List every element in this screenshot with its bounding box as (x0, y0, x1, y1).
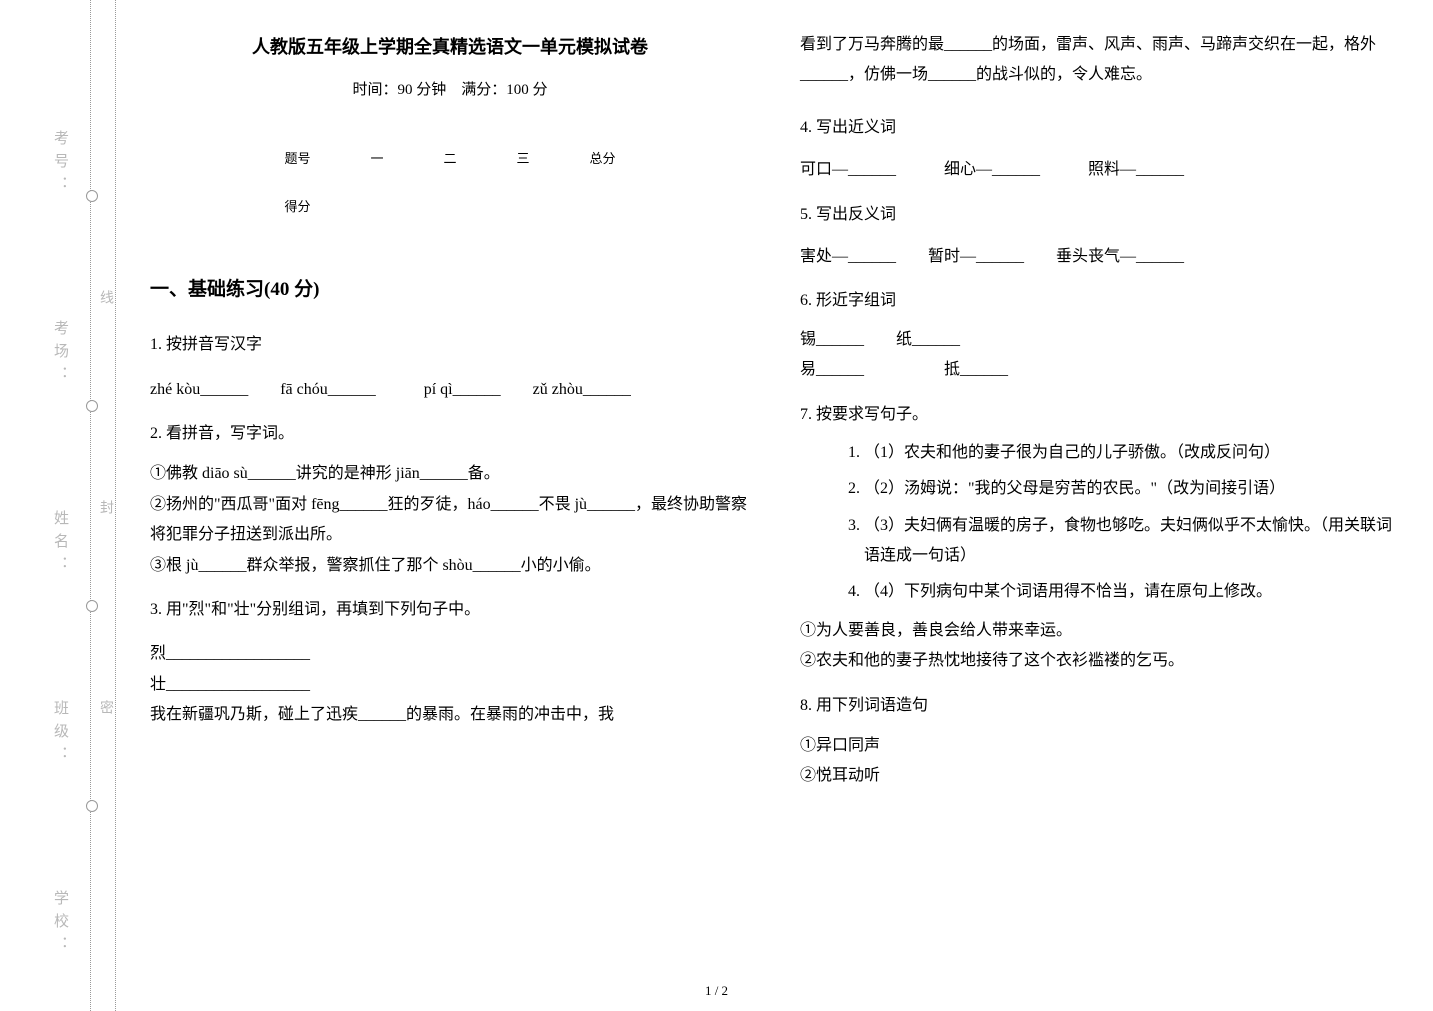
question-text: zhé kòu______ fā chóu______ pí qì______ … (150, 375, 750, 405)
question-text: ①异口同声 (800, 731, 1400, 761)
question-text: 锡______ 纸______ (800, 325, 1400, 355)
list-item: （2）汤姆说："我的父母是穷苦的农民。"（改为间接引语） (864, 474, 1400, 504)
score-label: 得分 (254, 183, 340, 232)
question-label: 6. 形近字组词 (800, 286, 1400, 316)
question-text: 我在新疆巩乃斯，碰上了迅疾______的暴雨。在暴雨的冲击中，我 (150, 700, 750, 730)
question-text: 壮__________________ (150, 670, 750, 700)
question-label: 5. 写出反义词 (800, 200, 1400, 230)
dotted-line-inner (115, 0, 116, 1011)
list-item: （3）夫妇俩有温暖的房子，食物也够吃。夫妇俩似乎不太愉快。（用关联词语连成一句话… (864, 511, 1400, 572)
column-right: 看到了万马奔腾的最______的场面，雷声、风声、雨声、马蹄声交织在一起，格外_… (800, 30, 1400, 806)
question-3-continued: 看到了万马奔腾的最______的场面，雷声、风声、雨声、马蹄声交织在一起，格外_… (800, 30, 1400, 91)
section-heading: 一、基础练习(40 分) (150, 272, 750, 308)
column-left: 人教版五年级上学期全真精选语文一单元模拟试卷 时间：90 分钟 满分：100 分… (150, 30, 750, 806)
binding-circle (86, 600, 98, 612)
score-header: 题号 (254, 135, 340, 184)
question-text: 易______ 抵______ (800, 355, 1400, 385)
question-7: 7. 按要求写句子。 （1）农夫和他的妻子很为自己的儿子骄傲。（改成反问句） （… (800, 400, 1400, 677)
question-text: ②扬州的"西瓜哥"面对 fēng______狂的歹徒，háo______不畏 j… (150, 490, 750, 551)
question-label: 8. 用下列词语造句 (800, 691, 1400, 721)
binding-label-class: 班级： (50, 700, 71, 769)
question-text: ②农夫和他的妻子热忱地接待了这个衣衫褴褛的乞丐。 (800, 646, 1400, 676)
paper-title: 人教版五年级上学期全真精选语文一单元模拟试卷 (150, 30, 750, 64)
score-header: 一 (340, 135, 413, 184)
question-text: ①佛教 diāo sù______讲究的是神形 jiān______备。 (150, 459, 750, 489)
binding-label-name: 姓名： (50, 510, 71, 579)
question-label: 3. 用"烈"和"壮"分别组词，再填到下列句子中。 (150, 595, 750, 625)
binding-mid-char: 密 (95, 700, 115, 714)
binding-circle (86, 800, 98, 812)
score-cell (487, 183, 560, 232)
binding-circle (86, 400, 98, 412)
list-item: （1）农夫和他的妻子很为自己的儿子骄傲。（改成反问句） (864, 438, 1400, 468)
question-label: 2. 看拼音，写字词。 (150, 419, 750, 449)
question-text: 可口—______ 细心—______ 照料—______ (800, 155, 1400, 185)
question-2: 2. 看拼音，写字词。 ①佛教 diāo sù______讲究的是神形 jiān… (150, 419, 750, 581)
score-cell (560, 183, 646, 232)
binding-mid-char: 线 (95, 290, 115, 304)
score-header: 总分 (560, 135, 646, 184)
binding-label-exam-number: 考号： (50, 130, 71, 199)
score-header: 三 (487, 135, 560, 184)
score-cell (340, 183, 413, 232)
score-header: 二 (413, 135, 486, 184)
score-table: 题号 一 二 三 总分 得分 (254, 135, 645, 232)
question-text: ①为人要善良，善良会给人带来幸运。 (800, 616, 1400, 646)
list-item: （4）下列病句中某个词语用得不恰当，请在原句上修改。 (864, 577, 1400, 607)
question-text: ②悦耳动听 (800, 761, 1400, 791)
question-6: 6. 形近字组词 锡______ 纸______ 易______ 抵______ (800, 286, 1400, 385)
table-row: 题号 一 二 三 总分 (254, 135, 645, 184)
content-area: 人教版五年级上学期全真精选语文一单元模拟试卷 时间：90 分钟 满分：100 分… (150, 30, 1410, 806)
table-row: 得分 (254, 183, 645, 232)
paper-subtitle: 时间：90 分钟 满分：100 分 (150, 76, 750, 105)
binding-label-exam-room: 考场： (50, 320, 71, 389)
question-8: 8. 用下列词语造句 ①异口同声 ②悦耳动听 (800, 691, 1400, 792)
question-7-list: （1）农夫和他的妻子很为自己的儿子骄傲。（改成反问句） （2）汤姆说："我的父母… (800, 438, 1400, 608)
score-cell (413, 183, 486, 232)
question-label: 1. 按拼音写汉字 (150, 330, 750, 360)
question-1: 1. 按拼音写汉字 zhé kòu______ fā chóu______ pí… (150, 330, 750, 405)
question-text: ③根 jù______群众举报，警察抓住了那个 shòu______小的小偷。 (150, 551, 750, 581)
question-text: 烈__________________ (150, 639, 750, 669)
question-label: 4. 写出近义词 (800, 113, 1400, 143)
question-3: 3. 用"烈"和"壮"分别组词，再填到下列句子中。 烈_____________… (150, 595, 750, 731)
question-text: 害处—______ 暂时—______ 垂头丧气—______ (800, 242, 1400, 272)
question-5: 5. 写出反义词 害处—______ 暂时—______ 垂头丧气—______ (800, 200, 1400, 273)
question-4: 4. 写出近义词 可口—______ 细心—______ 照料—______ (800, 113, 1400, 186)
binding-label-school: 学校： (50, 890, 71, 959)
question-label: 7. 按要求写句子。 (800, 400, 1400, 430)
binding-margin: 考号： 考场： 姓名： 班级： 学校： 线 封 密 (0, 0, 120, 1011)
binding-mid-char: 封 (95, 500, 115, 514)
page-number: 1 / 2 (705, 983, 728, 999)
binding-circle (86, 190, 98, 202)
dotted-line-outer (90, 0, 91, 1011)
